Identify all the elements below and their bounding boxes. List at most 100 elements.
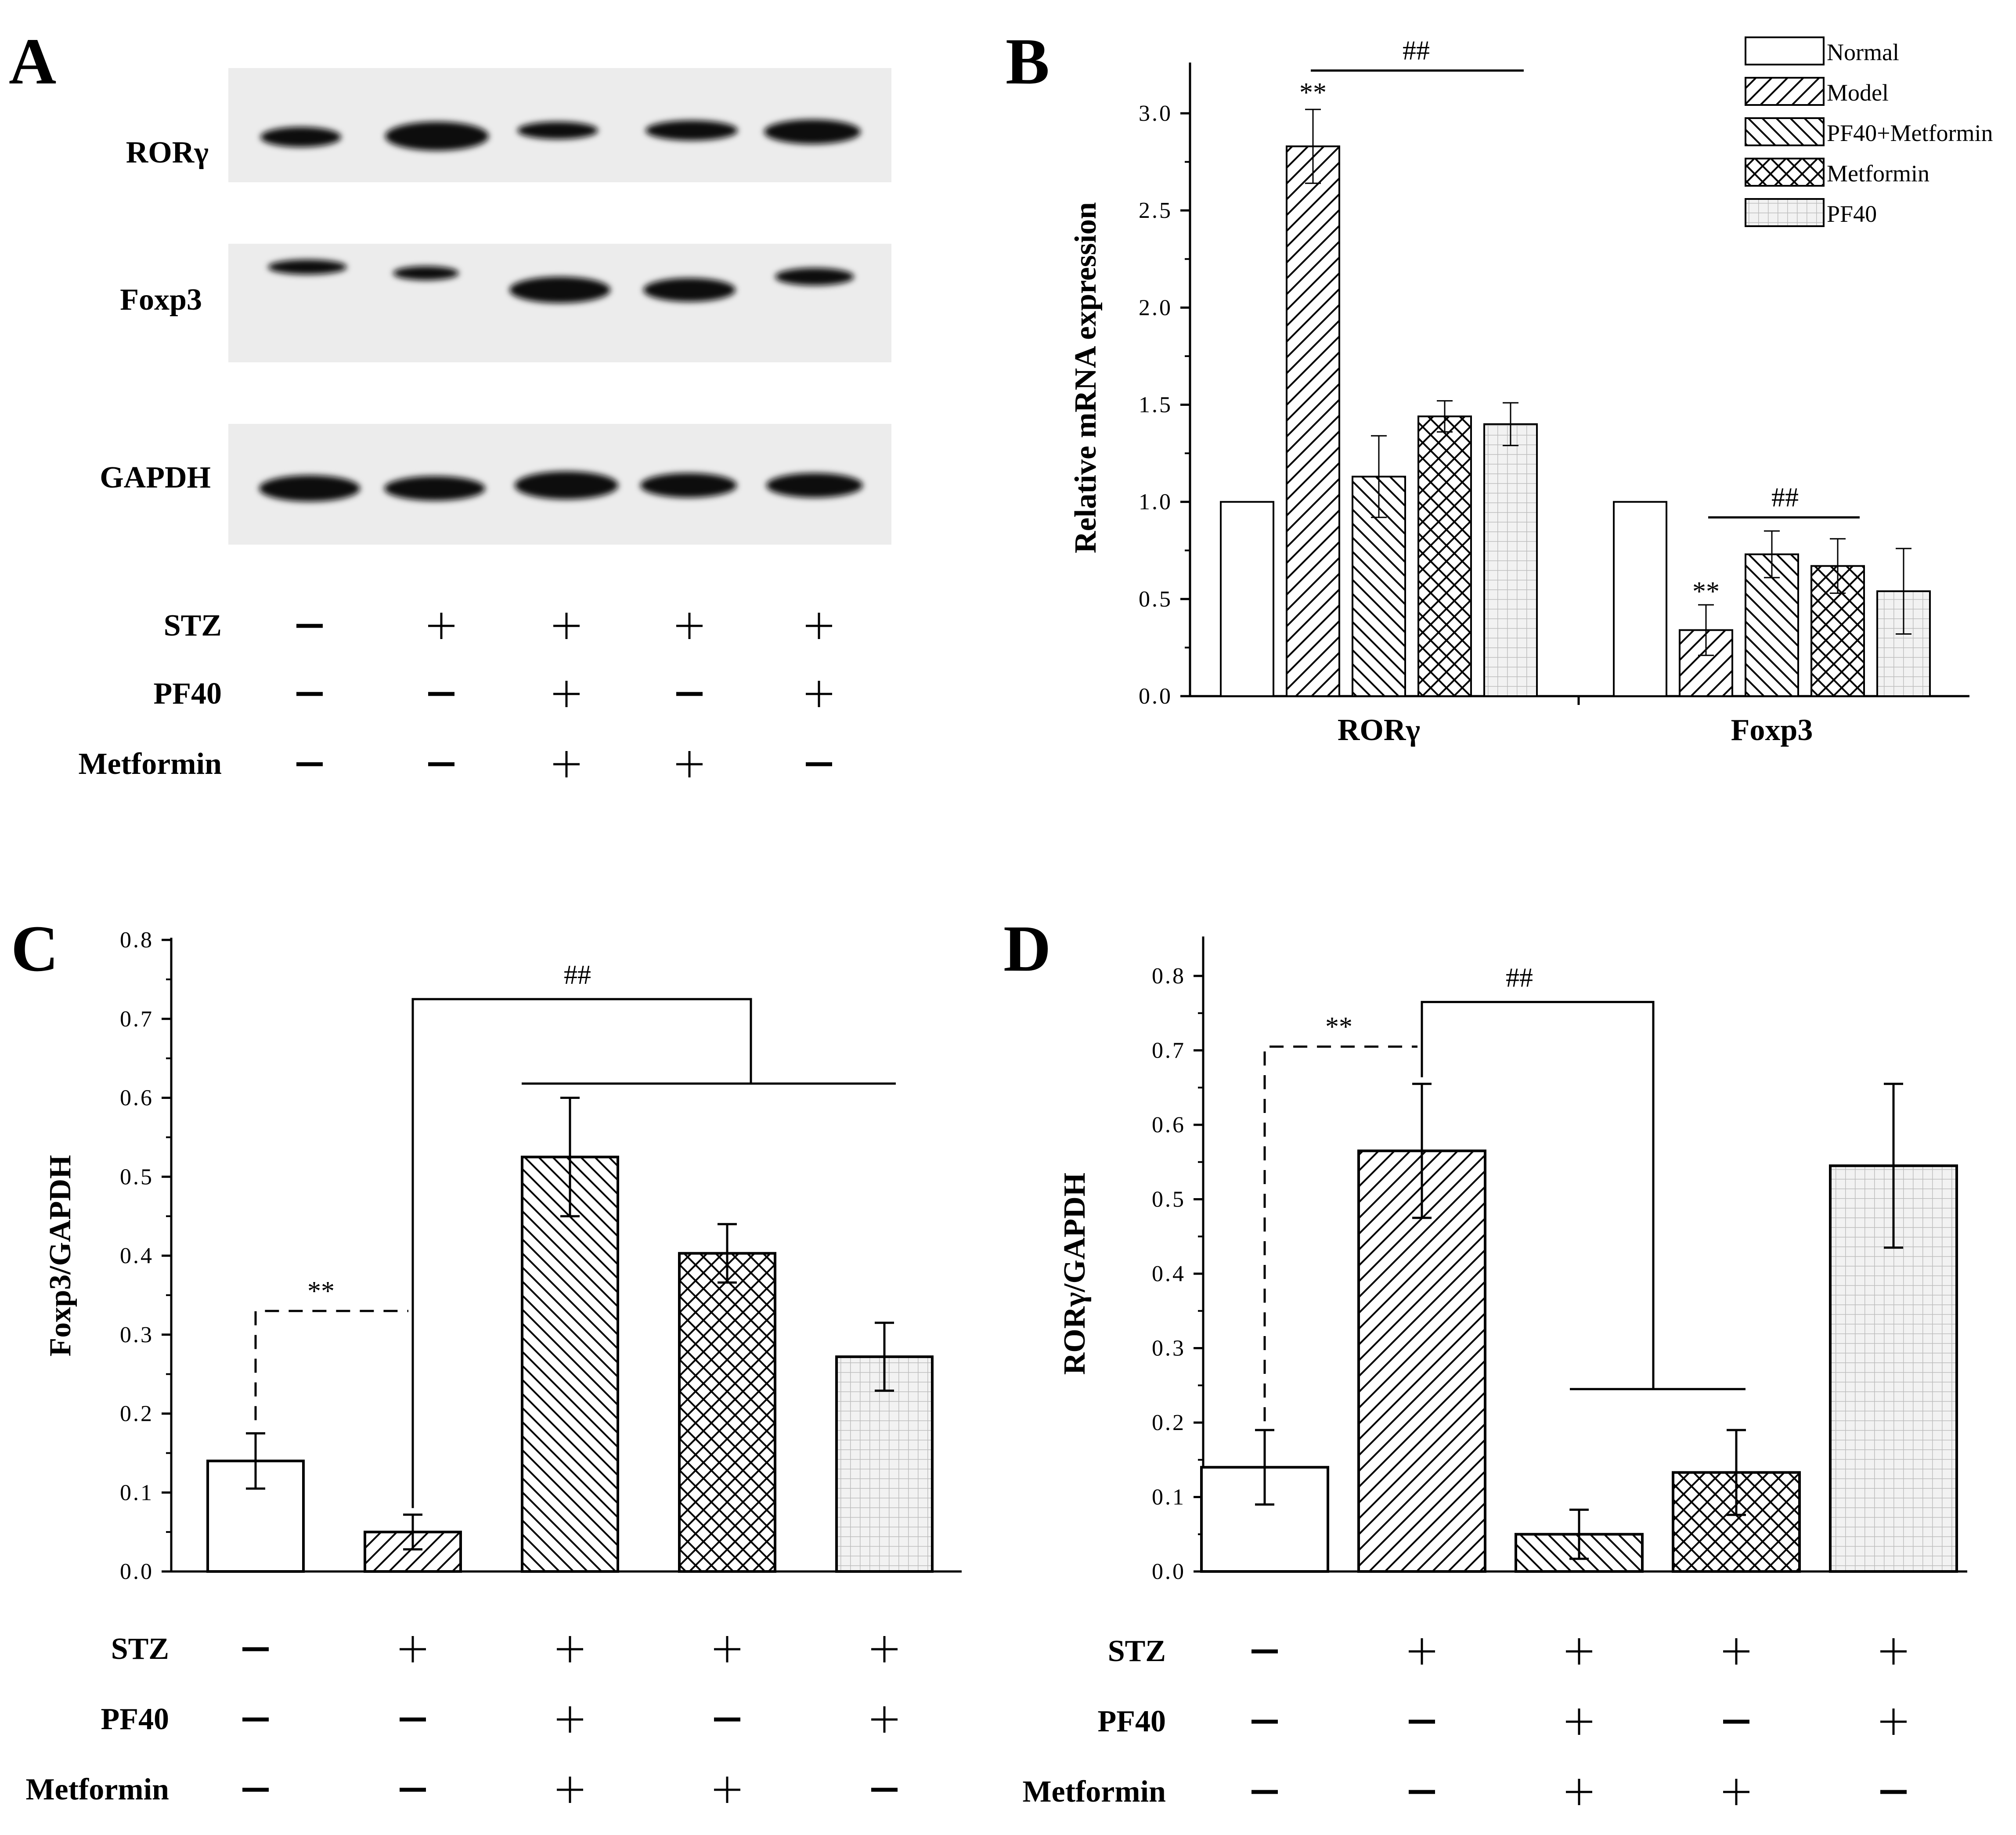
bar-normal [1613,501,1667,697]
y-tick-label: 0.0 [120,1559,154,1584]
y-tick-label: 0.3 [1152,1336,1186,1361]
bar-model [1357,1149,1486,1573]
plus-sign [1566,1709,1592,1735]
svg-text:C: C [11,912,58,985]
plus-sign [553,751,580,777]
treatment-label-pf40: PF40 [153,677,222,711]
plus-sign [1723,1779,1749,1805]
y-tick-label: 0.5 [1139,587,1172,612]
significance-bracket-dashed [1263,1045,1417,1421]
significance-bracket [411,998,752,1508]
bar-metformin [1417,415,1472,697]
legend-item: Normal [1745,36,1899,65]
error-bar [246,1432,265,1490]
blot-gapdh-label: GAPDH [100,461,211,495]
y-tick-label: 2.5 [1139,198,1172,223]
plus-sign [1409,1638,1435,1665]
blot-rorg-label: RORγ [126,136,209,170]
y-tick-label: 2.0 [1139,295,1172,320]
plus-sign [553,681,580,707]
significance-bracket-dashed [254,1310,408,1420]
blot-rorg-bands [260,119,861,151]
blot-band [646,120,738,141]
blot-foxp3: Foxp3 [120,244,891,362]
error-bar [1255,1429,1274,1506]
bar-metformin [678,1252,776,1573]
blot-band [764,119,861,144]
y-tick-label: 3.0 [1139,101,1172,126]
plus-sign [806,613,832,639]
blot-band [515,471,618,499]
panel-a-treatment-table: STZ PF40 Metformin [78,609,832,781]
legend-item: PF40+Metformin [1745,117,1993,146]
panel-d-chart: 0.0 0.1 0.2 0.3 0.4 0.5 0.6 0.7 0.8 RORγ/GAPDH STZ… [1022,936,1967,1809]
panel-c: C 0.0 0.1 0.2 0.3 0.4 0.5 0.6 0.7 0.8 Foxp3/GAPDH… [11,912,962,1806]
y-tick-label: 0.5 [1152,1187,1186,1212]
plus-sign [871,1706,898,1733]
bar-pf40-metformin [521,1156,619,1573]
plus-sign [557,1706,583,1733]
panel-a: A RORγ Foxp3 [9,25,891,781]
treatment-label-pf40: PF40 [1097,1705,1166,1738]
blot-band [509,277,610,303]
error-bar [1764,530,1780,578]
treatment-label-stz: STZ [1108,1634,1166,1668]
panel-a-letter: A [9,25,56,98]
error-bar [1727,1429,1746,1516]
blot-band [643,278,736,302]
legend-item: Model [1745,77,1889,106]
blot-band [259,475,360,502]
svg-text:B: B [1006,25,1049,98]
significance-bracket [1421,1001,1655,1389]
blot-band [393,266,459,280]
legend-swatch [1745,158,1825,187]
significance-hash: ## [564,960,591,990]
y-tick-label: 0.1 [1152,1485,1186,1510]
treatment-label-pf40: PF40 [101,1702,169,1736]
legend-label: Metformin [1827,160,1929,187]
error-bar [718,1223,737,1284]
error-bar [1305,108,1321,184]
blot-band [775,268,854,285]
blot-foxp3-bands [268,260,854,303]
significance-stars: ** [1325,1012,1352,1042]
y-tick-label: 0.6 [1152,1113,1186,1138]
plus-sign [1723,1638,1749,1665]
blot-gapdh-bands [259,471,863,502]
error-bar [1830,538,1846,594]
treatment-label-metformin: Metformin [25,1773,169,1806]
plus-sign [871,1636,898,1662]
blot-band [384,476,485,501]
blot-band [640,473,737,498]
y-tick-label: 0.2 [1152,1410,1186,1435]
y-tick-label: 0.5 [120,1164,154,1189]
blot-band [260,127,341,147]
error-bar [1569,1508,1589,1560]
legend-label: PF40+Metformin [1827,120,1993,146]
blot-band [517,122,598,139]
error-bar [1412,1083,1432,1219]
y-tick-label: 0.8 [1152,964,1186,989]
error-bar [1896,548,1911,635]
error-bar [1698,604,1714,656]
legend-label: Model [1827,79,1889,106]
legend-swatch [1745,77,1825,106]
bar-normal [1220,501,1274,697]
y-tick-label: 0.4 [120,1243,154,1268]
plus-sign [400,1636,426,1662]
plus-sign [676,613,703,639]
y-axis-label: Foxp3/GAPDH [43,1155,77,1357]
significance-hash: ## [1771,483,1799,513]
legend-item: PF40 [1745,198,1877,227]
plus-sign [1880,1709,1907,1735]
blot-band [766,473,863,498]
plus-sign [428,613,454,639]
error-bar [1884,1083,1903,1249]
y-tick-label: 0.3 [120,1322,154,1347]
y-tick-label: 0.1 [120,1480,154,1505]
blot-band [268,260,347,275]
panel-b: B 0.0 0.5 1.0 1.5 2.0 2.5 3.0 Relative mRNA exp… [1006,25,1993,747]
y-tick-label: 1.0 [1139,490,1172,515]
y-tick-label: 0.8 [120,928,154,953]
